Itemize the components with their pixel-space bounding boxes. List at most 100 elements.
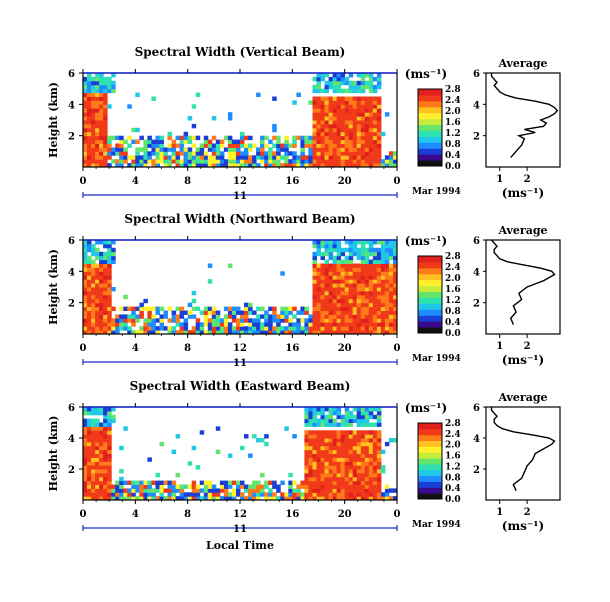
heatmap-cell	[231, 143, 237, 148]
heatmap-cell	[312, 430, 317, 435]
heatmap-cell	[256, 306, 261, 311]
heatmap-cell	[99, 407, 104, 412]
heatmap-cell	[340, 326, 346, 331]
heatmap-cell	[348, 330, 354, 335]
heatmap-cell	[135, 480, 140, 485]
heatmap-cell	[103, 139, 108, 144]
heatmap-cell	[384, 302, 390, 308]
heatmap-cell	[332, 116, 338, 121]
colorbar-tick-label: 0.0	[445, 162, 461, 172]
heatmap-cell	[312, 100, 317, 105]
heatmap-cell	[312, 279, 317, 284]
heatmap-cell	[372, 104, 378, 109]
heatmap-cell	[127, 488, 132, 493]
heatmap-cell	[99, 422, 104, 427]
heatmap-cell	[155, 488, 160, 493]
heatmap-cell	[231, 326, 237, 331]
heatmap-cell	[352, 279, 358, 284]
heatmap-cell	[308, 151, 313, 156]
heatmap-cell	[328, 123, 334, 129]
heatmap-cell	[107, 259, 112, 264]
heatmap-cell	[352, 290, 358, 296]
heatmap-cell	[103, 147, 108, 152]
heatmap-cell	[356, 287, 362, 292]
heatmap-cell	[364, 120, 370, 125]
heatmap-cell	[211, 159, 217, 164]
heatmap-cell	[288, 492, 293, 497]
colorbar-tick-label: 0.0	[445, 495, 461, 505]
heatmap-cell	[111, 80, 116, 86]
heatmap-cell	[284, 143, 289, 148]
heatmap-cell	[356, 310, 362, 315]
heatmap-cell	[151, 480, 156, 485]
heatmap-cell	[280, 480, 285, 485]
heatmap-cell	[368, 279, 374, 284]
heatmap-cell	[384, 271, 390, 276]
heatmap-cell	[143, 139, 148, 144]
heatmap-cell	[236, 322, 241, 327]
heatmap-cell	[99, 449, 104, 454]
heatmap-cell	[99, 163, 104, 168]
heatmap-cell	[175, 159, 181, 164]
heatmap-cell	[344, 263, 350, 268]
day-label: 11	[233, 191, 247, 202]
heatmap-cell	[372, 263, 378, 268]
heatmap-cell	[352, 472, 358, 478]
heatmap-cell	[256, 155, 261, 160]
heatmap-cell	[99, 251, 104, 257]
heatmap-cell	[356, 147, 362, 152]
heatmap-cell	[324, 476, 329, 482]
heatmap-cell	[328, 151, 334, 156]
colorbar-tick-label: 1.6	[445, 452, 461, 462]
heatmap-cell	[107, 271, 112, 276]
heatmap-cell	[364, 326, 370, 331]
heatmap-cell	[332, 488, 338, 493]
heatmap-cell	[308, 422, 313, 427]
heatmap-cell	[340, 480, 346, 485]
heatmap-cell	[244, 434, 249, 439]
heatmap-cell	[219, 139, 225, 144]
heatmap-cell	[296, 92, 301, 97]
heatmap-cell	[380, 275, 386, 280]
heatmap-cell	[227, 135, 233, 141]
heatmap-cell	[344, 469, 350, 474]
heatmap-cell	[103, 330, 108, 335]
profile-y-tick-label: 2	[473, 465, 480, 476]
heatmap-cell	[231, 314, 237, 319]
heatmap-cell	[272, 314, 277, 319]
heatmap-cell	[264, 330, 269, 335]
heatmap-cell	[91, 116, 96, 121]
heatmap-cell	[320, 461, 325, 466]
heatmap-cell	[260, 322, 265, 327]
heatmap-cell	[364, 267, 370, 272]
heatmap-cell	[340, 306, 346, 311]
heatmap-cell	[159, 322, 164, 327]
heatmap-cell	[393, 287, 398, 292]
heatmap-cell	[127, 306, 132, 311]
heatmap-cell	[260, 330, 265, 335]
heatmap-cell	[344, 123, 350, 129]
heatmap-cell	[107, 298, 112, 304]
heatmap-cell	[304, 310, 309, 315]
heatmap-cell	[179, 306, 185, 311]
heatmap-cell	[135, 330, 140, 335]
heatmap-cell	[340, 438, 346, 443]
heatmap-cell	[87, 453, 92, 458]
heatmap-cell	[256, 484, 261, 489]
heatmap-cell	[380, 163, 386, 168]
heatmap-cell	[372, 472, 378, 478]
heatmap-cell	[87, 151, 92, 156]
heatmap-cell	[320, 453, 325, 458]
heatmap-cell	[356, 120, 362, 125]
heatmap-cell	[248, 302, 253, 308]
heatmap-cell	[324, 326, 329, 331]
heatmap-cell	[344, 100, 350, 105]
heatmap-cell	[328, 255, 334, 261]
heatmap-cell	[332, 472, 338, 478]
heatmap-cell	[91, 418, 96, 423]
heatmap-cell	[320, 76, 325, 82]
heatmap-cell	[91, 271, 96, 276]
heatmap-cell	[244, 484, 249, 489]
panel-3: Spectral Width (Eastward Beam)0 4 8 12 16 20 0…	[47, 379, 561, 535]
heatmap-cell	[312, 422, 317, 427]
